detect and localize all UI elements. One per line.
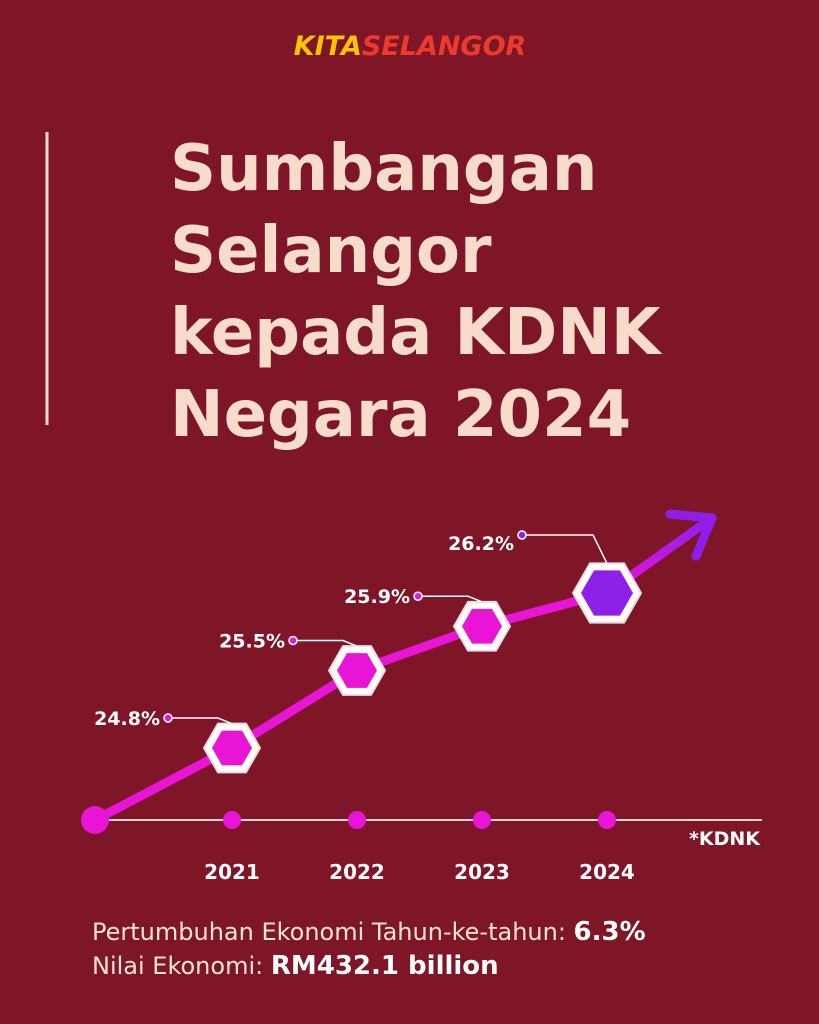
leader-line <box>418 595 483 603</box>
data-point <box>337 653 377 688</box>
start-dot <box>81 806 109 834</box>
brand-part: SELANGOR <box>362 31 527 62</box>
year-dot <box>348 811 366 829</box>
title: Sumbangan Selangor kepada KDNK Negara 2024 <box>170 132 663 452</box>
leader-line <box>293 639 358 647</box>
x-tick-label: 2023 <box>454 860 510 884</box>
x-axis-label: *KDNK <box>689 828 761 850</box>
x-tick-label: 2022 <box>329 860 385 884</box>
year-dot <box>598 811 616 829</box>
x-tick-label: 2024 <box>579 860 635 884</box>
title-line: Sumbangan <box>170 132 597 206</box>
footer-label: Pertumbuhan Ekonomi Tahun-ke-tahun: <box>92 918 566 946</box>
footer-value: RM432.1 billion <box>271 951 499 981</box>
value-label: 26.2% <box>448 533 514 555</box>
title-line: kepada KDNK <box>170 296 663 370</box>
footer-line: Nilai Ekonomi: RM432.1 billion <box>92 951 499 981</box>
title-line: Selangor <box>170 214 492 288</box>
year-dot <box>473 811 491 829</box>
title-line: Negara 2024 <box>170 378 631 452</box>
footer-value: 6.3% <box>574 917 646 947</box>
brand-part: KITA <box>294 31 362 62</box>
data-point <box>581 570 633 616</box>
x-tick-label: 2021 <box>204 860 260 884</box>
leader-dot <box>163 713 173 723</box>
leader-dot <box>288 635 298 646</box>
leader-dot <box>413 591 423 601</box>
trend-arrow-head <box>665 509 717 561</box>
footer-label: Nilai Ekonomi: <box>92 952 263 980</box>
trend-line <box>92 588 609 824</box>
value-label: 24.8% <box>94 708 160 730</box>
value-label: 25.9% <box>344 586 410 608</box>
data-point <box>212 730 252 766</box>
value-label: 25.5% <box>219 631 285 653</box>
leader-dot <box>517 530 527 540</box>
footer-line: Pertumbuhan Ekonomi Tahun-ke-tahun: 6.3% <box>92 917 646 947</box>
brand-logo: KITASELANGOR <box>294 31 527 62</box>
plot: 2021 24.8% 2022 25.5% 2023 25.9% 2024 26.2% <box>81 509 717 884</box>
data-point <box>462 608 502 644</box>
leader-line <box>168 717 233 725</box>
year-dot <box>223 811 241 829</box>
leader-line <box>522 534 608 564</box>
